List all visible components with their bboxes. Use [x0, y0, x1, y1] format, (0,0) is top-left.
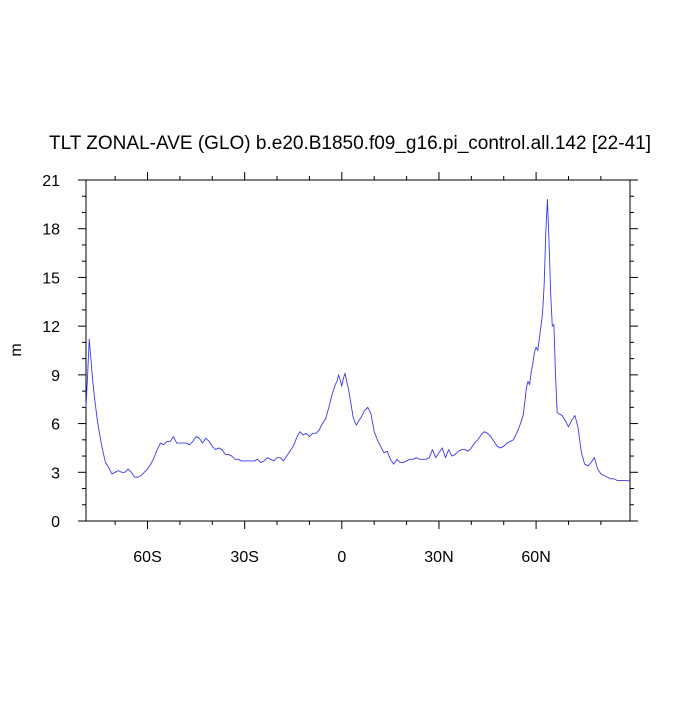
y-tick-label: 15	[42, 270, 60, 287]
chart-title: TLT ZONAL-AVE (GLO) b.e20.B1850.f09_g16.…	[48, 133, 651, 154]
x-tick-label: 60N	[521, 549, 550, 566]
y-tick-label: 12	[42, 319, 60, 336]
y-tick-label: 9	[51, 368, 60, 385]
series-line	[85, 199, 631, 482]
x-tick-label: 30S	[230, 549, 258, 566]
x-tick-label: 30N	[424, 549, 453, 566]
x-tick-label: 0	[337, 549, 346, 566]
x-tick-label: 60S	[133, 549, 161, 566]
y-tick-label: 6	[51, 417, 60, 434]
y-tick-label: 3	[51, 465, 60, 482]
y-axis-label: m	[8, 343, 25, 357]
plot-frame	[85, 179, 631, 522]
y-tick-label: 21	[42, 173, 60, 190]
y-tick-label: 0	[51, 514, 60, 531]
y-tick-label: 18	[42, 222, 60, 239]
